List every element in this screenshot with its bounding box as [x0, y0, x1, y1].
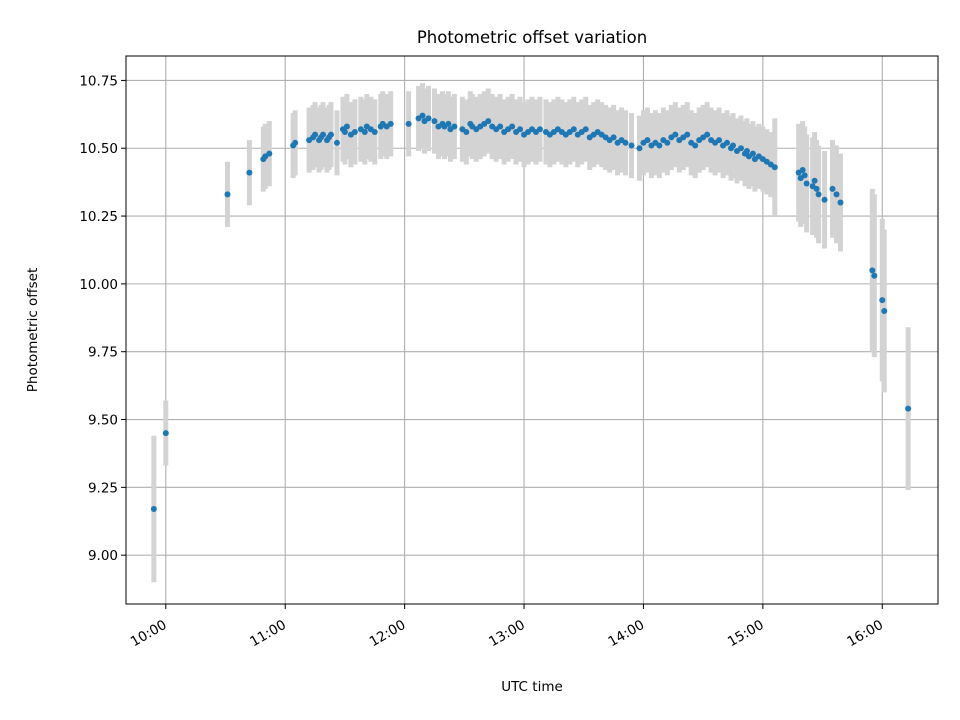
y-axis-label: Photometric offset	[25, 268, 41, 392]
data-point	[371, 128, 378, 135]
data-point	[351, 128, 358, 135]
data-point	[405, 120, 412, 127]
data-point	[419, 112, 426, 119]
data-point	[684, 131, 691, 138]
data-point	[536, 126, 543, 133]
data-point	[224, 191, 231, 198]
data-point	[905, 405, 912, 412]
y-tick-label: 10.00	[79, 277, 118, 293]
data-point	[327, 131, 334, 138]
data-point	[672, 131, 679, 138]
data-point	[815, 191, 822, 198]
data-point	[497, 123, 504, 130]
data-point	[341, 128, 348, 135]
data-point	[628, 142, 635, 149]
data-point	[361, 128, 368, 135]
data-point	[150, 506, 157, 513]
data-point	[320, 131, 327, 138]
data-point	[704, 131, 711, 138]
y-tick-label: 10.75	[79, 73, 118, 89]
data-point	[692, 142, 699, 149]
data-point	[162, 430, 169, 437]
data-point	[246, 169, 253, 176]
data-point	[837, 199, 844, 206]
data-point	[829, 185, 836, 192]
data-point	[425, 115, 432, 122]
data-point	[622, 139, 629, 146]
y-tick-label: 9.25	[88, 480, 118, 496]
data-point	[312, 131, 319, 138]
data-point	[716, 137, 723, 144]
data-point	[451, 123, 458, 130]
data-point	[749, 150, 756, 157]
data-point	[833, 191, 840, 198]
data-point	[266, 150, 273, 157]
data-point	[737, 145, 744, 152]
x-axis-label: UTC time	[501, 679, 563, 695]
data-point	[517, 126, 524, 133]
data-point	[485, 118, 492, 125]
data-point	[730, 142, 737, 149]
y-axis: 9.00 9.25 9.50 9.75 10.00 10.25 10.50 10.75	[79, 73, 126, 564]
data-point	[656, 142, 663, 149]
data-point	[871, 272, 878, 279]
data-point	[431, 118, 438, 125]
chart-title: Photometric offset variation	[417, 28, 647, 47]
data-point	[387, 120, 394, 127]
data-point	[803, 180, 810, 187]
data-point	[813, 185, 820, 192]
data-point	[743, 147, 750, 154]
data-point	[582, 126, 589, 133]
y-tick-label: 9.75	[88, 345, 118, 361]
data-point	[463, 128, 470, 135]
data-point	[644, 137, 651, 144]
data-point	[292, 139, 299, 146]
data-point	[445, 120, 452, 127]
data-point	[869, 267, 876, 274]
data-point	[811, 177, 818, 184]
data-point	[509, 123, 516, 130]
data-point	[799, 166, 806, 173]
plot-frame	[125, 55, 939, 605]
data-point	[343, 123, 350, 130]
data-point	[636, 145, 643, 152]
data-point	[610, 134, 617, 141]
data-point	[333, 139, 340, 146]
y-tick-label: 9.50	[88, 413, 118, 429]
data-point	[821, 196, 828, 203]
data-point	[570, 126, 577, 133]
data-point	[801, 172, 808, 179]
data-point	[881, 308, 888, 315]
y-tick-label: 10.50	[79, 141, 118, 157]
data-point	[724, 139, 731, 146]
data-points	[150, 112, 912, 513]
data-point	[879, 297, 886, 304]
data-point	[771, 164, 778, 171]
data-point	[664, 139, 671, 146]
y-tick-label: 9.00	[88, 548, 118, 564]
y-tick-label: 10.25	[79, 209, 118, 225]
